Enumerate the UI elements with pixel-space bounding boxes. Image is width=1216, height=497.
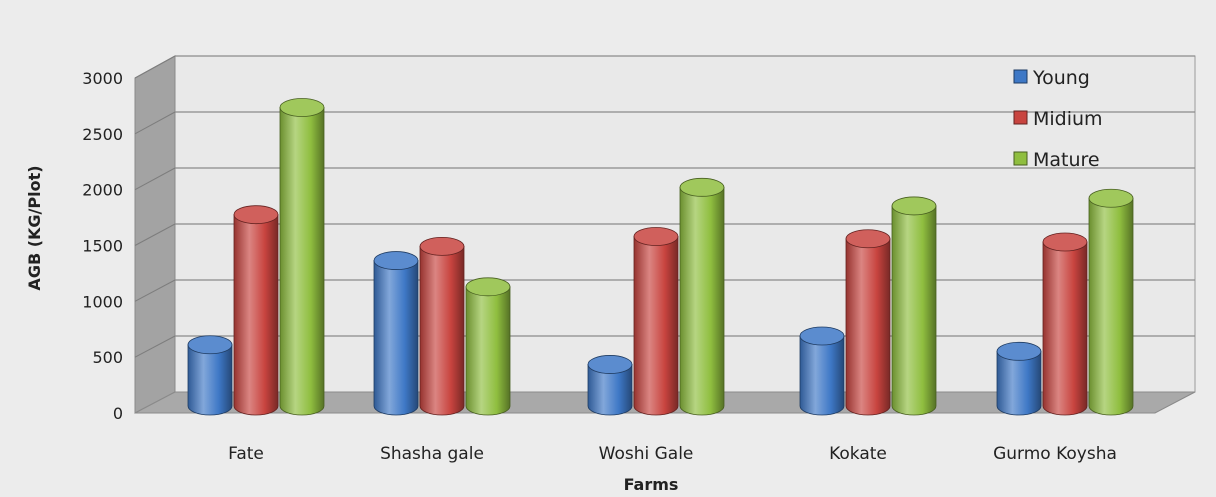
legend-label: Midium bbox=[1033, 108, 1103, 130]
bar-body bbox=[1088, 197, 1134, 416]
bar-top bbox=[279, 98, 325, 117]
bar-top bbox=[845, 229, 891, 249]
bar-body bbox=[891, 205, 937, 416]
legend: Young Midium Mature bbox=[1013, 67, 1103, 171]
bar-midium bbox=[419, 236, 465, 416]
bar-young bbox=[187, 335, 233, 416]
gridline-side bbox=[134, 279, 176, 302]
y-tick-label: 3000 bbox=[82, 69, 123, 88]
x-category-label: Fate bbox=[228, 444, 264, 464]
gridline-side bbox=[134, 335, 176, 358]
bar-body bbox=[996, 350, 1042, 416]
bar-body bbox=[679, 186, 725, 416]
bar-top bbox=[891, 196, 937, 216]
gridlines bbox=[134, 55, 1195, 358]
y-tick-label: 1000 bbox=[82, 292, 123, 311]
bar-top bbox=[1088, 188, 1134, 208]
y-tick-labels: 0 500 1000 1500 2000 2500 3000 bbox=[82, 69, 123, 423]
bar-top bbox=[799, 326, 845, 346]
bar-mature bbox=[1088, 188, 1134, 416]
x-category-labels: Fate Shasha gale Woshi Gale Kokate Gurmo Koy… bbox=[228, 444, 1117, 464]
bar-mature bbox=[279, 98, 325, 416]
y-tick-label: 1500 bbox=[82, 237, 123, 256]
x-category-label: Gurmo Koysha bbox=[993, 444, 1117, 464]
y-tick-label: 500 bbox=[92, 348, 123, 367]
gridline-side bbox=[134, 223, 176, 246]
legend-swatch bbox=[1013, 151, 1028, 166]
bar-body bbox=[187, 344, 233, 416]
legend-label: Mature bbox=[1033, 149, 1100, 171]
bar-top bbox=[587, 355, 633, 374]
bar-top bbox=[633, 227, 679, 246]
bar-young bbox=[996, 341, 1042, 416]
bars bbox=[187, 98, 1134, 416]
bar-young bbox=[373, 251, 419, 416]
x-category-label: Kokate bbox=[829, 444, 887, 464]
bar-top bbox=[465, 277, 511, 297]
bar-midium bbox=[1042, 232, 1088, 416]
bar-body bbox=[465, 286, 511, 416]
bar-midium bbox=[845, 229, 891, 416]
y-tick-label: 0 bbox=[113, 404, 123, 423]
bar-midium bbox=[633, 227, 679, 416]
bar-mature bbox=[465, 277, 511, 416]
bar-top bbox=[187, 335, 233, 355]
legend-swatch bbox=[1013, 69, 1028, 84]
bar-young bbox=[587, 355, 633, 416]
gridline-side bbox=[134, 111, 176, 135]
y-tick-label: 2000 bbox=[82, 181, 123, 200]
y-axis-title: AGB (KG/Plot) bbox=[25, 165, 44, 290]
bar-body bbox=[799, 335, 845, 416]
bar-body bbox=[845, 238, 891, 416]
x-category-label: Woshi Gale bbox=[599, 444, 694, 464]
bar-body bbox=[279, 107, 325, 416]
bar-young bbox=[799, 326, 845, 416]
gridline-side bbox=[134, 167, 176, 191]
x-category-label: Shasha gale bbox=[380, 444, 484, 464]
bar-body bbox=[233, 214, 279, 416]
legend-swatch bbox=[1013, 110, 1028, 125]
bar-top bbox=[1042, 232, 1088, 252]
bar-top bbox=[419, 236, 465, 256]
legend-label: Young bbox=[1032, 67, 1090, 89]
bar-body bbox=[373, 260, 419, 416]
bar-body bbox=[587, 364, 633, 416]
bar-top bbox=[373, 251, 419, 270]
bar-body bbox=[1042, 241, 1088, 416]
bar-body bbox=[633, 236, 679, 416]
bar-top bbox=[233, 205, 279, 225]
y-tick-label: 2500 bbox=[82, 125, 123, 144]
bar-mature bbox=[891, 196, 937, 416]
bar-midium bbox=[233, 205, 279, 416]
gridline-side bbox=[134, 55, 176, 79]
bar-top bbox=[996, 341, 1042, 361]
bar-top bbox=[679, 177, 725, 197]
bar-mature bbox=[679, 177, 725, 416]
bar-body bbox=[419, 245, 465, 416]
x-axis-title: Farms bbox=[624, 475, 679, 494]
